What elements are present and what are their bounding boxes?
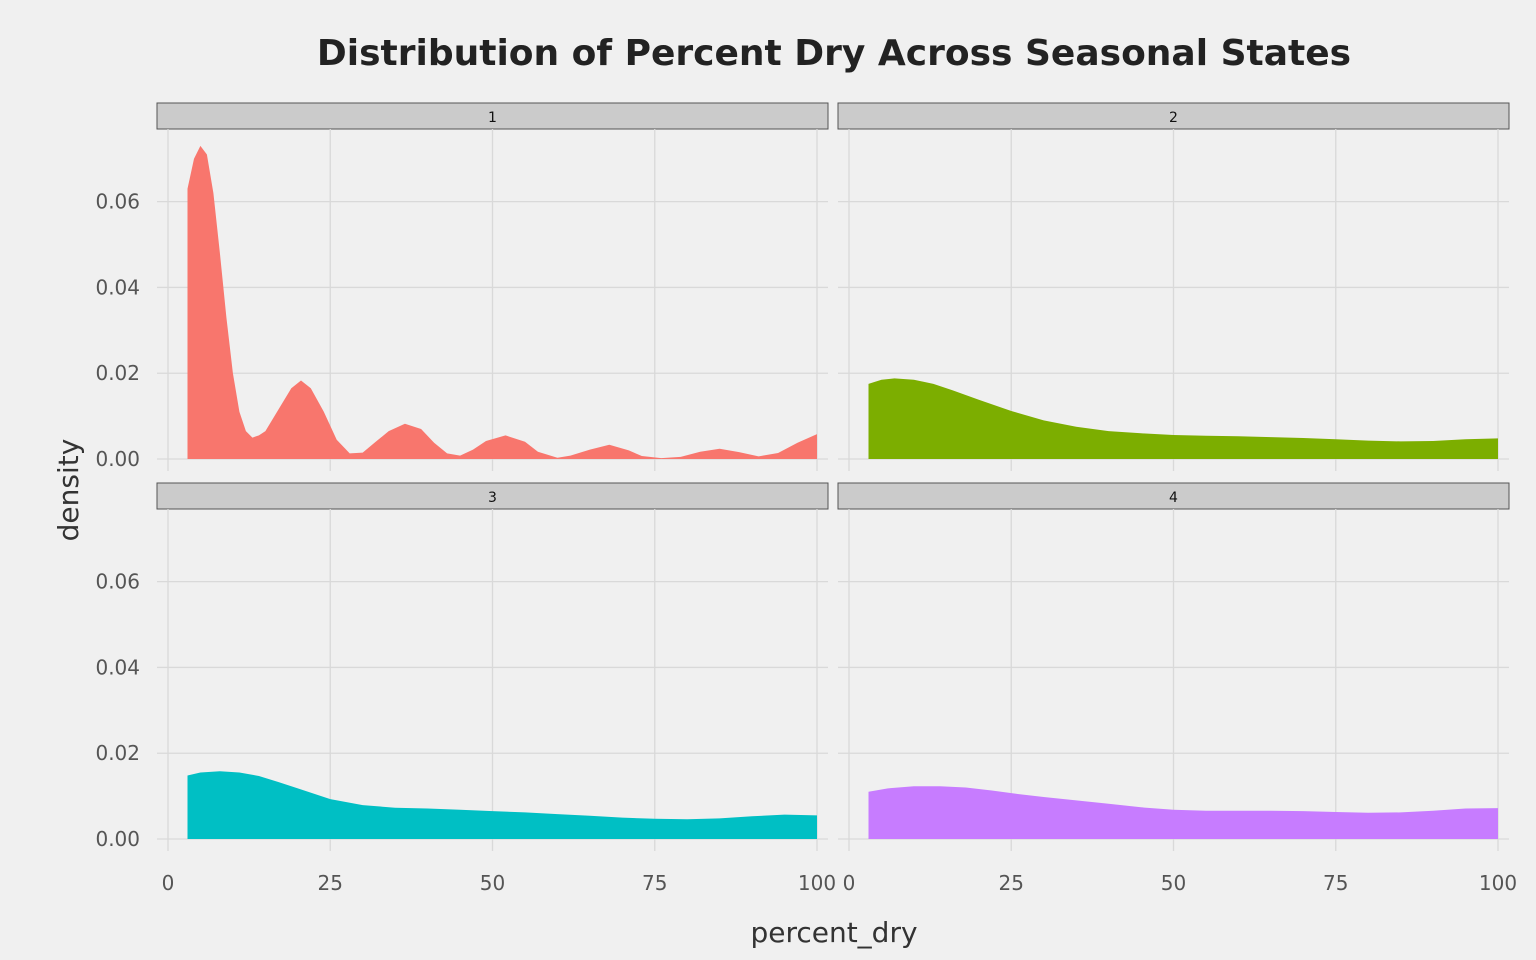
- x-tick-label: 75: [642, 871, 667, 895]
- density-area-4: [868, 786, 1498, 839]
- facet-strip: [837, 482, 1510, 510]
- facet-strip-label: 2: [1169, 110, 1178, 126]
- x-tick-label: 100: [798, 871, 836, 895]
- y-axis-title: density: [52, 439, 85, 542]
- chart-title: Distribution of Percent Dry Across Seaso…: [317, 33, 1351, 74]
- x-tick-label: 50: [480, 871, 505, 895]
- y-tick-label: 0.04: [95, 275, 140, 299]
- y-tick-label: 0.02: [95, 361, 140, 385]
- x-tick-label: 25: [999, 871, 1024, 895]
- x-tick-label: 0: [162, 871, 175, 895]
- facet-strip-label: 3: [488, 490, 497, 506]
- facet-panel-1: 1 0.00 0.02 0.04 0.06: [95, 102, 829, 471]
- y-tick-label: 0.06: [95, 570, 140, 594]
- facet-strip-label: 4: [1169, 490, 1178, 506]
- density-area-1: [187, 145, 817, 459]
- y-tick-label: 0.02: [95, 741, 140, 765]
- y-tick-label: 0.06: [95, 190, 140, 214]
- x-tick-label: 100: [1479, 871, 1517, 895]
- x-axis-title: percent_dry: [750, 916, 917, 949]
- facet-strip: [156, 482, 829, 510]
- y-tick-label: 0.04: [95, 655, 140, 679]
- x-tick-label: 25: [318, 871, 343, 895]
- facet-strip-label: 1: [488, 110, 497, 126]
- facet-panel-2: 2: [837, 102, 1510, 471]
- density-area-2: [868, 378, 1498, 459]
- x-tick-label: 50: [1161, 871, 1186, 895]
- density-area-3: [187, 771, 817, 839]
- facet-panel-3: 3 0.00 0.02 0.04 0.06 0 25 50 75 100: [95, 482, 836, 895]
- facet-panels: 1 0.00 0.02 0.04 0.06 2 3 0.00 0.02 0.04 0.06 0 25 50…: [95, 102, 1517, 895]
- y-tick-label: 0.00: [95, 827, 140, 851]
- x-tick-label: 0: [843, 871, 856, 895]
- y-tick-label: 0.00: [95, 447, 140, 471]
- x-tick-label: 75: [1323, 871, 1348, 895]
- facet-panel-4: 4 0 25 50 75 100: [837, 482, 1517, 895]
- facet-strip: [156, 102, 829, 130]
